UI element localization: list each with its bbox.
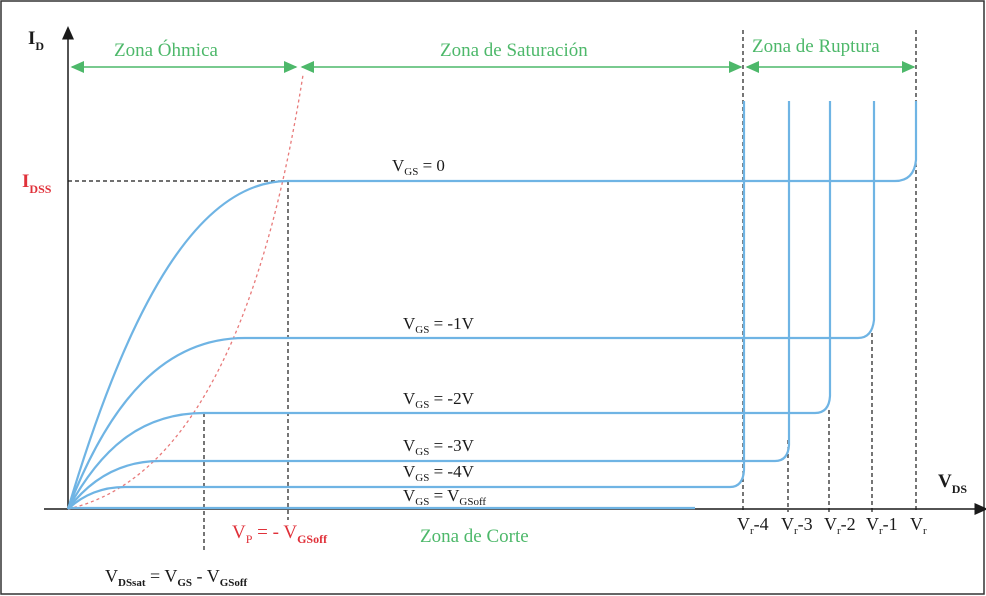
curve-vgs-0: [66, 101, 918, 510]
tick-label-vr3: Vr-3: [781, 514, 813, 537]
zone-saturation-label: Zona de Saturación: [440, 40, 588, 61]
curve-label-vgs-1: VGS = -1V: [403, 314, 475, 336]
vdssat-formula: VDSsat = VGS - VGSoff: [105, 566, 248, 589]
tick-label-vr: Vr: [910, 514, 927, 537]
tick-label-vr4: Vr-4: [737, 514, 769, 537]
zone-breakdown-label: Zona de Ruptura: [752, 36, 880, 57]
curve-vgs-2: [67, 101, 832, 510]
y-axis-label: ID: [28, 28, 44, 53]
zone-ohmic-label: Zona Óhmica: [114, 39, 219, 61]
zone-cutoff-label: Zona de Corte: [420, 526, 529, 547]
curve-label-vgs-4: VGS = -4V: [403, 462, 475, 484]
tick-label-vr1: Vr-1: [866, 514, 898, 537]
pinch-off-voltage-label: VP = - VGSoff: [232, 522, 328, 546]
curve-label-vgs-off: VGS = VGSoff: [403, 486, 486, 508]
curve-label-vgs-0: VGS = 0: [392, 156, 445, 178]
curve-vgs-1: [66, 101, 876, 510]
curve-label-vgs-2: VGS = -2V: [403, 389, 475, 411]
curve-vgs-3: [67, 101, 791, 510]
curve-vgs-4: [67, 101, 746, 510]
tick-label-vr2: Vr-2: [824, 514, 856, 537]
idss-label: IDSS: [22, 171, 52, 196]
pinch-off-locus: [67, 74, 304, 510]
curve-label-vgs-3: VGS = -3V: [403, 436, 475, 458]
x-axis-label: VDS: [938, 471, 967, 496]
